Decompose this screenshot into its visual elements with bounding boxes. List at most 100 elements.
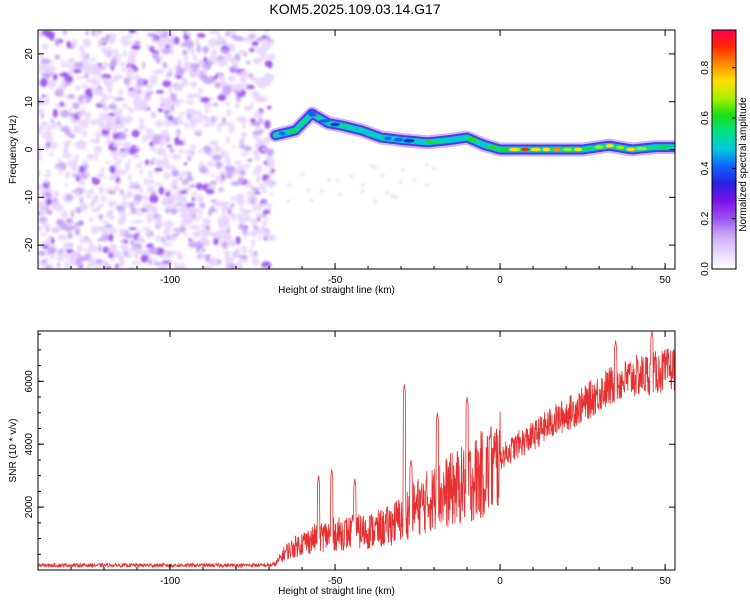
noise-blob (146, 95, 152, 101)
noise-blob (264, 30, 269, 34)
noise-blob (59, 72, 70, 78)
noise-blob (237, 49, 247, 55)
noise-blob (100, 166, 105, 173)
noise-blob (244, 106, 253, 111)
noise-blob (116, 57, 121, 62)
noise-blob (265, 35, 271, 42)
noise-blob (174, 30, 184, 33)
noise-blob (239, 169, 246, 176)
noise-blob (128, 30, 137, 34)
noise-blob (45, 30, 52, 38)
noise-blob (152, 156, 157, 165)
noise-blob (228, 75, 237, 82)
noise-blob (45, 193, 53, 199)
noise-blob (163, 155, 167, 164)
noise-blob (188, 238, 192, 242)
noise-blob (38, 210, 41, 217)
noise-blob (119, 123, 125, 129)
noise-blob (48, 82, 56, 89)
snr-frame (37, 330, 676, 571)
noise-blob (155, 57, 161, 65)
noise-blob (252, 203, 263, 212)
noise-blob (126, 34, 134, 39)
noise-blob (179, 176, 183, 181)
noise-blob (131, 57, 137, 64)
noise-blob (93, 112, 100, 120)
noise-blob (267, 105, 272, 110)
noise-blob (102, 220, 109, 225)
noise-blob (113, 140, 118, 148)
noise-blob (200, 254, 206, 259)
noise-blob (309, 199, 314, 203)
noise-blob (62, 152, 72, 159)
signal-core (616, 145, 625, 150)
noise-blob (237, 177, 245, 184)
noise-blob (173, 83, 183, 92)
noise-blob (115, 263, 119, 269)
noise-blob (188, 69, 195, 75)
noise-blob (38, 184, 43, 190)
noise-blob (49, 141, 58, 150)
noise-blob (86, 264, 92, 269)
noise-blob (181, 240, 186, 244)
noise-blob (38, 259, 43, 267)
colorbar: 0.0 0.2 0.4 0.6 0.8 Normalized spectral ampl… (700, 29, 749, 276)
noise-blob (227, 207, 233, 216)
noise-blob (262, 147, 266, 152)
noise-blob (92, 177, 101, 185)
noise-blob (122, 141, 133, 149)
noise-blob (172, 154, 181, 158)
noise-blob (106, 139, 114, 143)
noise-blob (60, 109, 70, 118)
noise-blob (151, 171, 161, 179)
noise-blob (126, 66, 133, 74)
noise-blob (255, 46, 264, 55)
noise-blob (101, 73, 112, 79)
noise-blob (228, 240, 237, 247)
noise-blob (79, 139, 84, 146)
noise-blob (42, 181, 51, 189)
noise-blob (68, 69, 73, 75)
noise-blob (77, 76, 85, 80)
noise-blob (213, 102, 219, 107)
noise-blob (119, 62, 126, 67)
noise-blob (224, 224, 231, 230)
noise-blob (38, 155, 43, 161)
noise-blob (169, 251, 178, 256)
noise-blob (162, 242, 173, 247)
y-tick-label: 6000 (24, 370, 35, 393)
noise-blob (112, 251, 123, 258)
x-tick-label: -50 (328, 576, 343, 587)
noise-blob (369, 164, 374, 168)
signal-core (456, 136, 467, 141)
noise-blob (70, 210, 75, 218)
noise-blob (171, 169, 180, 177)
noise-blob (220, 191, 230, 198)
noise-blob (130, 186, 139, 190)
noise-blob (150, 112, 157, 119)
signal-core (594, 145, 604, 149)
noise-blob (155, 235, 163, 242)
noise-blob (215, 40, 221, 47)
noise-blob (227, 108, 232, 117)
noise-blob (159, 146, 165, 156)
snr-x-axis-label: Height of straight line (km) (278, 586, 395, 597)
noise-blob (76, 244, 83, 253)
noise-blob (241, 124, 246, 129)
noise-blob (152, 138, 161, 145)
noise-blob (193, 197, 202, 201)
noise-blob (90, 138, 100, 144)
noise-blob (213, 238, 219, 246)
noise-blob (75, 206, 82, 214)
noise-blob (121, 106, 130, 116)
noise-blob (200, 74, 209, 81)
noise-blob (176, 99, 185, 103)
noise-blob (252, 225, 259, 230)
noise-blob (373, 199, 378, 203)
noise-blob (89, 254, 94, 264)
noise-blob (244, 183, 250, 188)
noise-blob (236, 193, 245, 199)
noise-blob (67, 58, 77, 64)
noise-blob (212, 154, 222, 161)
noise-blob (85, 65, 89, 69)
